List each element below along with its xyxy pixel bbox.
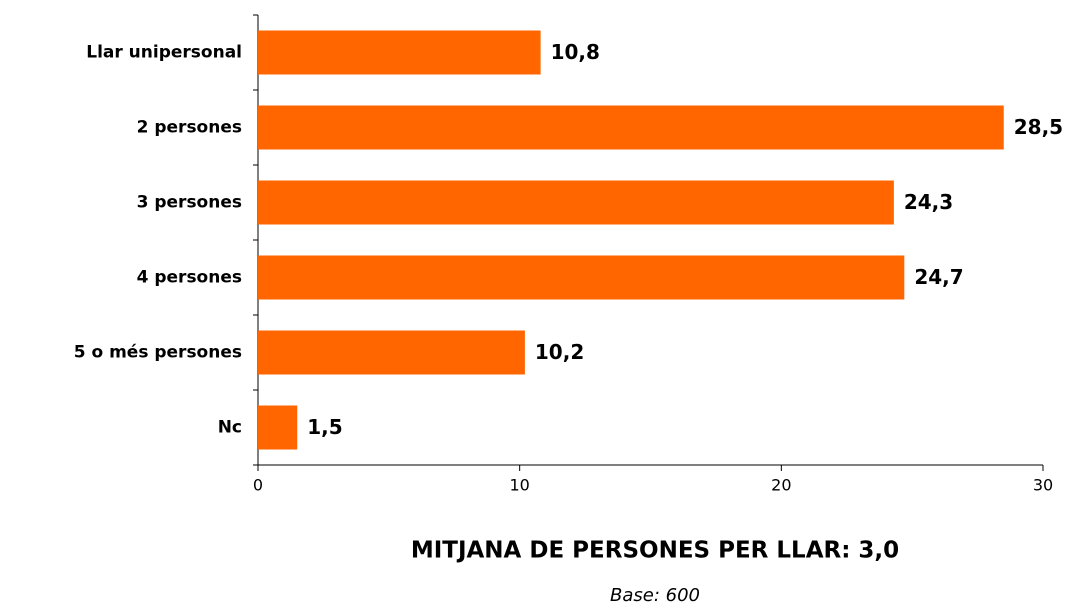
data-label: 10,2 xyxy=(535,340,584,364)
bar xyxy=(258,180,894,225)
x-tick-label: 20 xyxy=(771,476,791,495)
y-tick-label: Nc xyxy=(218,418,242,438)
data-label: 28,5 xyxy=(1014,115,1063,139)
y-tick-label: 2 persones xyxy=(137,118,242,138)
y-tick-label: Llar unipersonal xyxy=(86,43,242,63)
x-tick-label: 0 xyxy=(253,476,263,495)
bar xyxy=(258,330,525,375)
y-tick-label: 5 o més persones xyxy=(74,343,242,363)
bar xyxy=(258,405,298,450)
y-tick-label: 4 persones xyxy=(137,268,242,288)
data-label: 24,3 xyxy=(904,190,953,214)
bar xyxy=(258,30,541,75)
x-tick-label: 30 xyxy=(1033,476,1053,495)
annotation: Base: 600 xyxy=(610,585,700,606)
data-label: 1,5 xyxy=(307,415,342,439)
data-label: 24,7 xyxy=(914,265,963,289)
annotation: MITJANA DE PERSONES PER LLAR: 3,0 xyxy=(411,538,899,564)
x-tick-label: 10 xyxy=(509,476,529,495)
y-tick-label: 3 persones xyxy=(137,193,242,213)
bar xyxy=(258,105,1004,150)
data-label: 10,8 xyxy=(551,40,600,64)
bar xyxy=(258,255,905,300)
